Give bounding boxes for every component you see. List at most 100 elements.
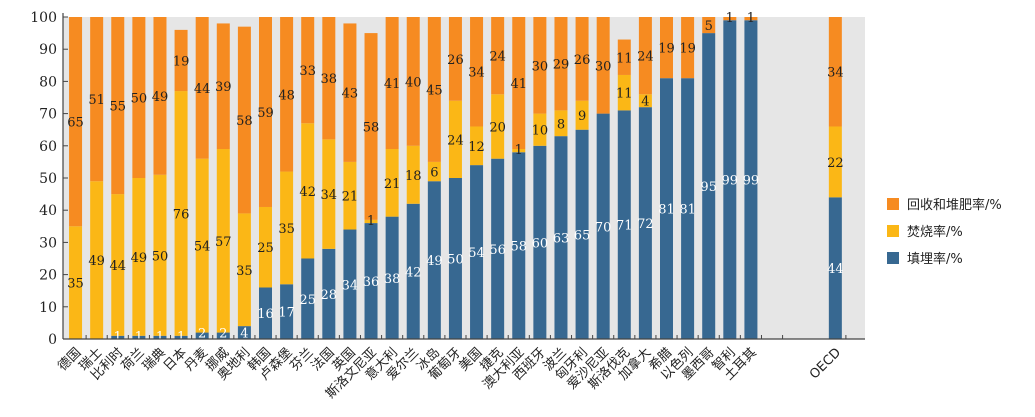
value-label: 34 [468, 66, 485, 81]
value-label: 25 [257, 241, 274, 256]
value-label: 42 [405, 265, 422, 280]
bar-segment [364, 33, 378, 220]
value-label: 1 [156, 330, 164, 345]
value-label: 34 [827, 66, 844, 81]
value-label: 24 [489, 50, 506, 65]
y-tick-label: 60 [39, 139, 57, 155]
bar-segment [828, 126, 842, 198]
bar-segment [111, 17, 125, 195]
bar-segment [575, 17, 589, 101]
value-label: 26 [574, 53, 591, 68]
bar-segment [723, 17, 737, 21]
value-label: 44 [827, 262, 844, 277]
legend-swatch-recycling [887, 197, 899, 210]
y-tick-label: 80 [39, 74, 57, 90]
bar-segment [259, 206, 272, 288]
value-label: 70 [595, 220, 612, 235]
bar-segment [491, 94, 505, 159]
bar-segment [744, 17, 758, 21]
value-label: 6 [430, 166, 438, 181]
value-label: 20 [489, 120, 506, 135]
bar-segment [681, 78, 695, 340]
value-label: 50 [131, 92, 148, 107]
value-label: 95 [700, 180, 717, 195]
value-label: 65 [574, 228, 591, 243]
value-label: 38 [384, 272, 401, 287]
bar-segment [322, 248, 336, 339]
bar-segment [216, 332, 230, 339]
bar-segment [364, 223, 378, 339]
value-label: 41 [384, 77, 401, 92]
y-tick-label: 0 [48, 332, 57, 348]
bar-segment [638, 94, 652, 108]
bar-segment [301, 258, 315, 339]
value-label: 54 [468, 246, 485, 261]
value-label: 65 [67, 116, 84, 131]
value-label: 76 [173, 207, 190, 222]
value-label: 21 [384, 177, 401, 192]
value-label: 44 [194, 82, 211, 97]
value-label: 8 [557, 117, 565, 132]
bar-segment [491, 158, 505, 339]
value-labels-layer: 3565495114455149501504917619254442573943… [67, 11, 843, 345]
bar-segment [216, 149, 230, 333]
bar-segment [322, 139, 336, 249]
bar-segment [533, 145, 547, 339]
bar-segment [554, 17, 568, 111]
value-label: 44 [109, 259, 126, 274]
value-label: 35 [67, 277, 84, 292]
bar-segment [343, 229, 357, 339]
bar-segment [448, 178, 462, 339]
bar-segment [132, 335, 146, 339]
bar-segment [744, 20, 758, 339]
bar-segment [343, 161, 357, 230]
axes-layer: 0 10 20 30 40 50 60 70 80 90 100 [30, 10, 865, 348]
y-tick-label: 70 [39, 107, 57, 123]
value-label: 30 [532, 59, 549, 74]
bar-segment [681, 17, 695, 79]
bar-segment [343, 23, 357, 162]
value-label: 19 [658, 42, 675, 57]
bar-segment [723, 20, 737, 339]
bar-segment [512, 152, 526, 339]
bar-segment [617, 110, 631, 339]
value-label: 24 [447, 133, 464, 148]
bar-segment [617, 39, 631, 75]
value-label: 60 [532, 236, 549, 251]
value-label: 63 [553, 232, 570, 247]
bar-segment [554, 136, 568, 339]
bar-segment [259, 287, 272, 339]
bar-segment [364, 219, 378, 224]
legend-swatch-landfill [887, 251, 899, 264]
bar-segment [174, 91, 188, 336]
bar-segment [153, 335, 167, 339]
y-tick-label: 10 [39, 300, 57, 316]
bar-segment [406, 17, 420, 146]
bar-segment [491, 17, 505, 95]
bar-segment [448, 17, 462, 101]
value-label: 4 [240, 327, 248, 342]
value-label: 18 [405, 169, 422, 184]
bar-segment [406, 145, 420, 204]
bar-segment [111, 194, 125, 336]
value-label: 16 [257, 307, 274, 322]
value-label: 1 [515, 143, 523, 158]
bar-segment [660, 17, 673, 79]
bar-segment [280, 171, 294, 285]
bar-segment [301, 123, 315, 259]
value-label: 22 [827, 156, 844, 171]
value-label: 4 [641, 95, 649, 110]
legend-item-incineration: 焚烧率/% [887, 217, 1002, 244]
bar-segment [385, 17, 399, 150]
bar-segment [385, 216, 399, 339]
bar-segment [259, 17, 272, 207]
bar-segment [216, 23, 230, 150]
bar-segment [533, 113, 547, 146]
value-label: 21 [342, 190, 359, 205]
value-label: 58 [363, 120, 380, 135]
bar-segment [301, 17, 315, 124]
x-tick-labels-layer: 德国瑞士比利时荷兰瑞典日本丹麦挪威奥地利韩国卢森堡芬兰法国英国斯洛文尼亚意大利爱… [55, 345, 844, 402]
bar-segment [470, 126, 484, 166]
value-label: 5 [705, 19, 713, 34]
